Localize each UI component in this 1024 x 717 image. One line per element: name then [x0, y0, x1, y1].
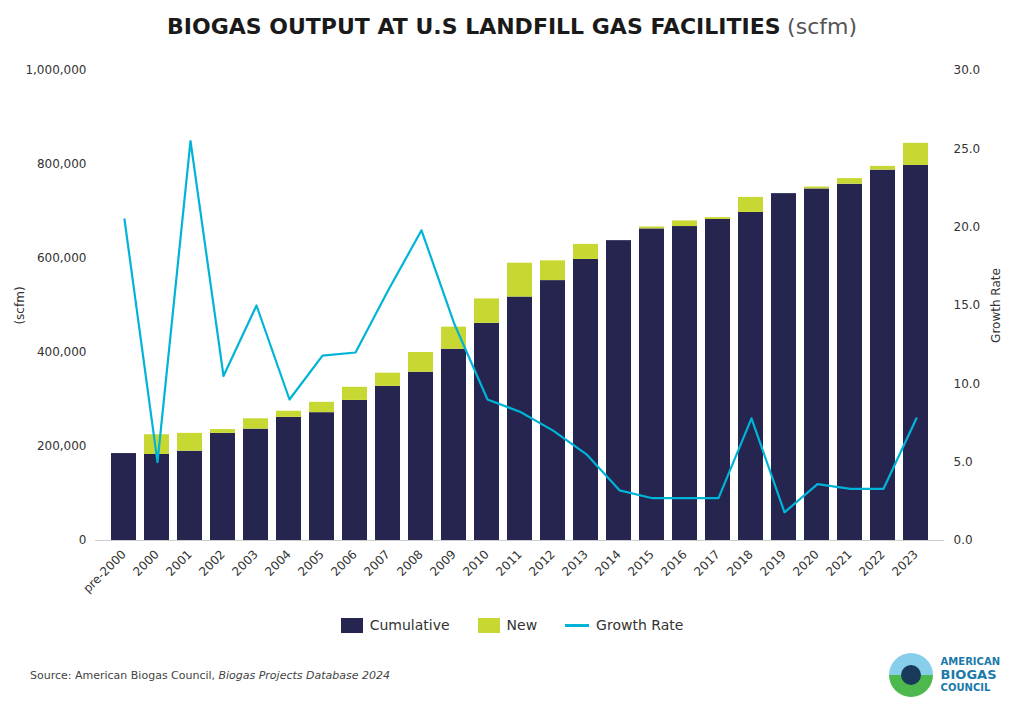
svg-text:2020: 2020	[790, 547, 821, 578]
svg-text:2015: 2015	[625, 547, 656, 578]
svg-text:2002: 2002	[196, 547, 227, 578]
svg-text:Growth Rate: Growth Rate	[989, 268, 1003, 343]
svg-text:0: 0	[79, 533, 87, 547]
svg-text:2005: 2005	[295, 547, 326, 578]
html-text:New: New	[506, 617, 538, 633]
svg-text:10.0: 10.0	[954, 377, 981, 391]
svg-text:2007: 2007	[361, 547, 392, 578]
svg-text:2008: 2008	[394, 547, 425, 578]
svg-text:(scfm): (scfm)	[13, 286, 27, 324]
svg-text:15.0: 15.0	[954, 298, 981, 312]
svg-text:pre-2000: pre-2000	[80, 547, 128, 595]
svg-text:600,000: 600,000	[37, 251, 87, 265]
svg-text:2017: 2017	[691, 547, 722, 578]
svg-text:2016: 2016	[658, 547, 689, 578]
svg-text:2004: 2004	[262, 547, 293, 578]
svg-text:800,000: 800,000	[37, 157, 87, 171]
svg-text:2023: 2023	[889, 547, 920, 578]
svg-text:5.0: 5.0	[954, 455, 973, 469]
svg-text:2013: 2013	[559, 547, 590, 578]
svg-text:2011: 2011	[493, 547, 524, 578]
svg-text:2000: 2000	[130, 547, 161, 578]
svg-text:2003: 2003	[229, 547, 260, 578]
svg-text:25.0: 25.0	[954, 142, 981, 156]
html-text:BIOGAS OUTPUT AT U.S LANDFILL: BIOGAS OUTPUT AT U.S LANDFILL GAS FACILI…	[167, 14, 857, 39]
svg-text:2006: 2006	[328, 547, 359, 578]
svg-text:2009: 2009	[427, 547, 458, 578]
html-text:Growth Rate: Growth Rate	[596, 617, 684, 633]
html-text:AMERICAN: AMERICAN	[940, 656, 1000, 667]
svg-text:0.0: 0.0	[954, 533, 973, 547]
svg-text:2014: 2014	[592, 547, 623, 578]
svg-text:400,000: 400,000	[37, 345, 87, 359]
svg-text:2010: 2010	[460, 547, 491, 578]
svg-text:20.0: 20.0	[954, 220, 981, 234]
svg-text:2001: 2001	[163, 547, 194, 578]
html-text:COUNCIL: COUNCIL	[940, 682, 991, 694]
html-text:BIOGAS: BIOGAS	[940, 666, 997, 682]
svg-text:2022: 2022	[856, 547, 887, 578]
svg-text:2012: 2012	[526, 547, 557, 578]
svg-text:2019: 2019	[757, 547, 788, 578]
svg-text:2021: 2021	[823, 547, 854, 578]
svg-text:200,000: 200,000	[37, 439, 87, 453]
svg-text:30.0: 30.0	[954, 63, 981, 77]
svg-text:1,000,000: 1,000,000	[25, 63, 86, 77]
html-text:Source: American Biogas Counci: Source: American Biogas Council, Biogas …	[30, 668, 390, 682]
svg-text:2018: 2018	[724, 547, 755, 578]
html-text:Cumulative: Cumulative	[369, 617, 450, 633]
